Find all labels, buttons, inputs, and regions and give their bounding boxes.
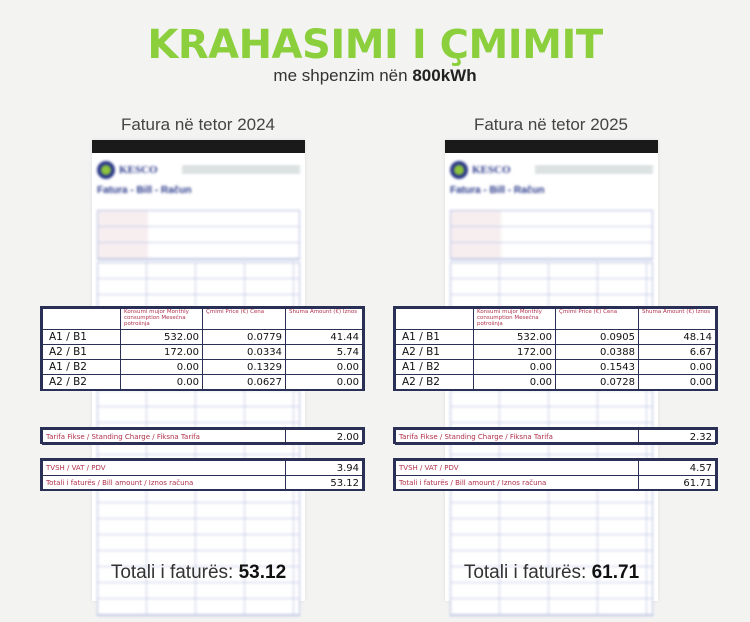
bill-value: 53.12 [285,475,363,491]
table-row: A1 / B1 532.00 0.0905 48.14 [395,329,716,345]
col-price: Çmimi Price (€) Cena [555,308,639,330]
invoice-caption: Fatura në tetor 2025 [473,115,629,134]
logo-icon [450,161,468,179]
tariff-label: A2 / B1 [395,344,474,360]
consumption-value: 0.00 [473,374,556,390]
consumption-value: 0.00 [120,359,203,375]
bill-label: Totali i faturës / Bill amount / Iznos r… [42,475,286,491]
invoice-total: Totali i faturës: 61.71 [445,562,658,584]
total-value: 61.71 [591,562,640,583]
price-value: 0.1543 [555,359,639,375]
paper-header-bar [92,140,305,153]
standing-value: 2.32 [638,429,716,445]
amount-value: 48.14 [638,329,716,345]
tariff-label: A1 / B1 [395,329,474,345]
price-value: 0.0728 [555,374,639,390]
consumption-value: 172.00 [473,344,556,360]
logo-icon [97,161,115,179]
amount-value: 0.00 [285,359,363,375]
table-row: A1 / B1 532.00 0.0779 41.44 [42,329,363,345]
bill-value: 61.71 [638,475,716,491]
consumption-value: 172.00 [120,344,203,360]
tariff-label: A1 / B2 [395,359,474,375]
col-amount: Shuma Amount (€) Iznos [638,308,716,330]
brand: KESCO [119,164,158,176]
standing-charge-box: Tarifa Fikse / Standing Charge / Fiksna … [393,427,718,445]
amount-value: 0.00 [638,359,716,375]
subtitle-text: me shpenzim nën [273,66,408,85]
table-row: A1 / B2 0.00 0.1329 0.00 [42,359,363,375]
doc-title: Fatura - Bill - Račun [97,185,192,196]
amount-value: 6.67 [638,344,716,360]
price-value: 0.0779 [202,329,286,345]
paper-header-bar [445,140,658,153]
price-value: 0.0627 [202,374,286,390]
vat-value: 4.57 [638,460,716,476]
price-value: 0.0334 [202,344,286,360]
price-value: 0.1329 [202,359,286,375]
consumption-value: 532.00 [120,329,203,345]
totals-box: TVSH / VAT / PDV 3.94 Totali i faturës / … [40,458,365,491]
kesco-logo: KESCO [97,159,300,181]
amount-value: 0.00 [638,374,716,390]
vat-value: 3.94 [285,460,363,476]
totals-box: TVSH / VAT / PDV 4.57 Totali i faturës / … [393,458,718,491]
consumption-value: 0.00 [473,359,556,375]
tariff-label: A1 / B1 [42,329,121,345]
tariff-label: A2 / B2 [42,374,121,390]
col-price: Çmimi Price (€) Cena [202,308,286,330]
amount-value: 5.74 [285,344,363,360]
col-amount: Shuma Amount (€) Iznos [285,308,363,330]
consumption-value: 532.00 [473,329,556,345]
tariff-label: A1 / B2 [42,359,121,375]
price-value: 0.0388 [555,344,639,360]
tariff-label: A2 / B1 [42,344,121,360]
page-title: KRAHASIMI I ÇMIMIT [147,22,603,68]
table-row: A2 / B2 0.00 0.0627 0.00 [42,374,363,390]
vat-label: TVSH / VAT / PDV [42,460,286,476]
tariff-label: A2 / B2 [395,374,474,390]
consumption-value: 0.00 [120,374,203,390]
col-consumption: Konsumi mujor Monthly consumption Mesečn… [120,308,203,330]
table-row: A2 / B1 172.00 0.0388 6.67 [395,344,716,360]
standing-label: Tarifa Fikse / Standing Charge / Fiksna … [42,429,286,445]
standing-charge-box: Tarifa Fikse / Standing Charge / Fiksna … [40,427,365,445]
standing-value: 2.00 [285,429,363,445]
invoice-total: Totali i faturës: 53.12 [92,562,305,584]
standing-label: Tarifa Fikse / Standing Charge / Fiksna … [395,429,639,445]
vat-label: TVSH / VAT / PDV [395,460,639,476]
bill-label: Totali i faturës / Bill amount / Iznos r… [395,475,639,491]
invoice-caption: Fatura në tetor 2024 [120,115,276,134]
doc-title: Fatura - Bill - Račun [450,185,545,196]
brand: KESCO [472,164,511,176]
total-label: Totali i faturës: [463,562,587,583]
subtitle-threshold: 800kWh [412,66,477,85]
amount-value: 41.44 [285,329,363,345]
subtitle: me shpenzim nën 800kWh [0,66,750,86]
kesco-logo: KESCO [450,159,653,181]
total-value: 53.12 [238,562,287,583]
table-row: A1 / B2 0.00 0.1543 0.00 [395,359,716,375]
table-row: A2 / B2 0.00 0.0728 0.00 [395,374,716,390]
table-row: A2 / B1 172.00 0.0334 5.74 [42,344,363,360]
amount-value: 0.00 [285,374,363,390]
consumption-table: Konsumi mujor Monthly consumption Mesečn… [40,306,365,391]
total-label: Totali i faturës: [110,562,234,583]
price-value: 0.0905 [555,329,639,345]
col-consumption: Konsumi mujor Monthly consumption Mesečn… [473,308,556,330]
consumption-table: Konsumi mujor Monthly consumption Mesečn… [393,306,718,391]
